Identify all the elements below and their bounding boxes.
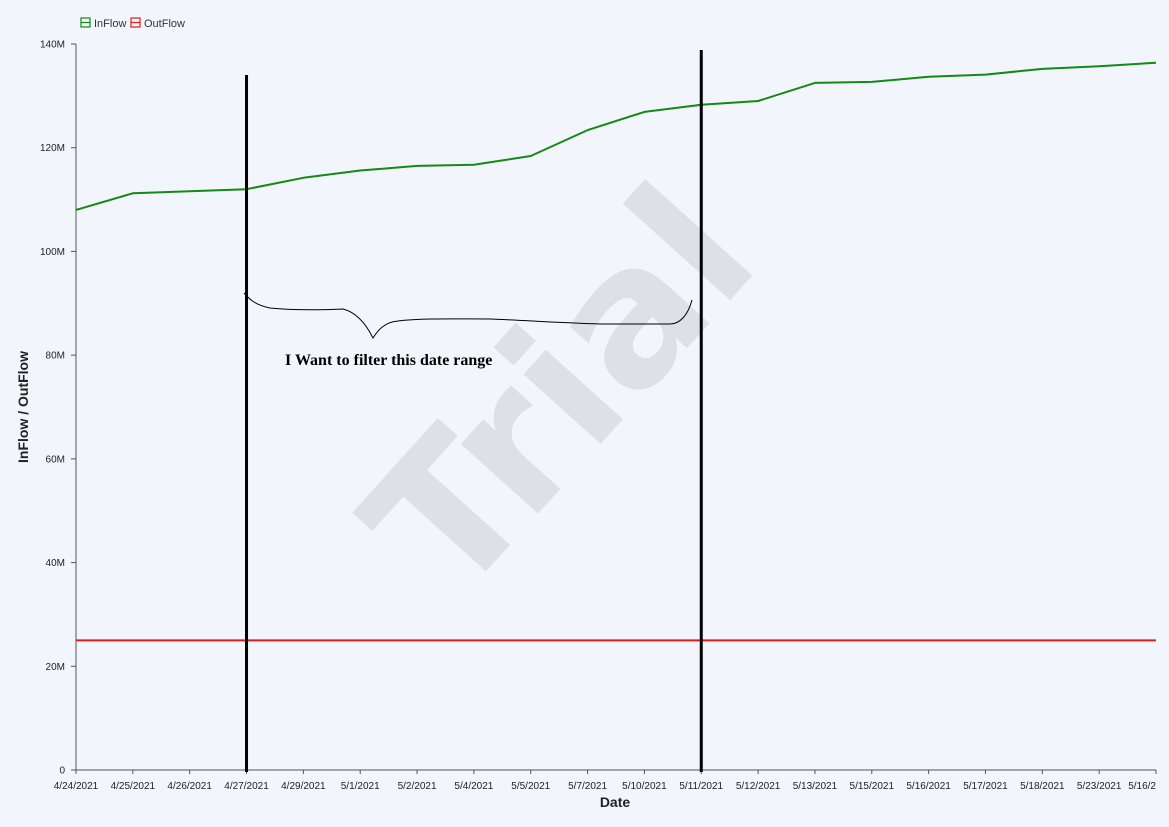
- x-tick-label: 4/29/2021: [281, 781, 326, 792]
- x-tick-label: 5/10/2021: [622, 781, 667, 792]
- x-tick-label: 5/16/2: [1128, 781, 1156, 792]
- x-axis-ticks: 4/24/2021 4/25/2021 4/26/2021 4/27/2021 4/29…: [54, 770, 1157, 792]
- x-tick-label: 4/25/2021: [111, 781, 156, 792]
- x-tick-label: 5/1/2021: [341, 781, 380, 792]
- x-tick-label: 5/4/2021: [454, 781, 493, 792]
- x-tick-label: 5/16/2021: [906, 781, 951, 792]
- y-axis-ticks: 0 20M 40M 60M 80M 100M 120M 140M: [40, 40, 76, 777]
- x-tick-label: 4/24/2021: [54, 781, 99, 792]
- x-tick-label: 5/18/2021: [1020, 781, 1065, 792]
- legend-item-inflow[interactable]: InFlow: [80, 17, 126, 30]
- annotation-text: I Want to filter this date range: [285, 352, 492, 369]
- series-line-inflow: [75, 61, 1157, 211]
- legend-item-outflow[interactable]: OutFlow: [130, 17, 185, 30]
- x-tick-label: 4/27/2021: [224, 781, 269, 792]
- marker-layer: [245, 50, 703, 772]
- x-tick-label: 5/13/2021: [793, 781, 838, 792]
- y-tick-label: 20M: [46, 662, 65, 673]
- y-tick-label: 0: [59, 766, 65, 777]
- annotation-brace: [243, 292, 693, 340]
- x-tick-label: 5/11/2021: [679, 781, 723, 792]
- x-tick-label: 5/15/2021: [850, 781, 895, 792]
- y-tick-label: 120M: [40, 143, 65, 154]
- y-tick-label: 140M: [40, 40, 65, 51]
- x-tick-label: 4/26/2021: [167, 781, 212, 792]
- y-tick-label: 100M: [40, 247, 65, 258]
- y-tick-label: 60M: [46, 454, 65, 465]
- x-tick-label: 5/7/2021: [568, 781, 607, 792]
- x-tick-label: 5/5/2021: [511, 781, 550, 792]
- x-axis-title: Date: [600, 794, 631, 810]
- x-tick-label: 5/12/2021: [736, 781, 781, 792]
- legend: InFlow OutFlow: [80, 17, 185, 30]
- x-tick-label: 5/2/2021: [398, 781, 437, 792]
- y-tick-label: 40M: [46, 558, 65, 569]
- x-tick-label: 5/17/2021: [963, 781, 1008, 792]
- series-layer: [75, 61, 1157, 642]
- legend-outflow-label: OutFlow: [144, 18, 185, 30]
- x-tick-label: 5/23/2021: [1077, 781, 1122, 792]
- y-tick-label: 80M: [46, 351, 65, 362]
- legend-inflow-label: InFlow: [94, 18, 126, 30]
- y-axis-title: InFlow / OutFlow: [15, 351, 31, 463]
